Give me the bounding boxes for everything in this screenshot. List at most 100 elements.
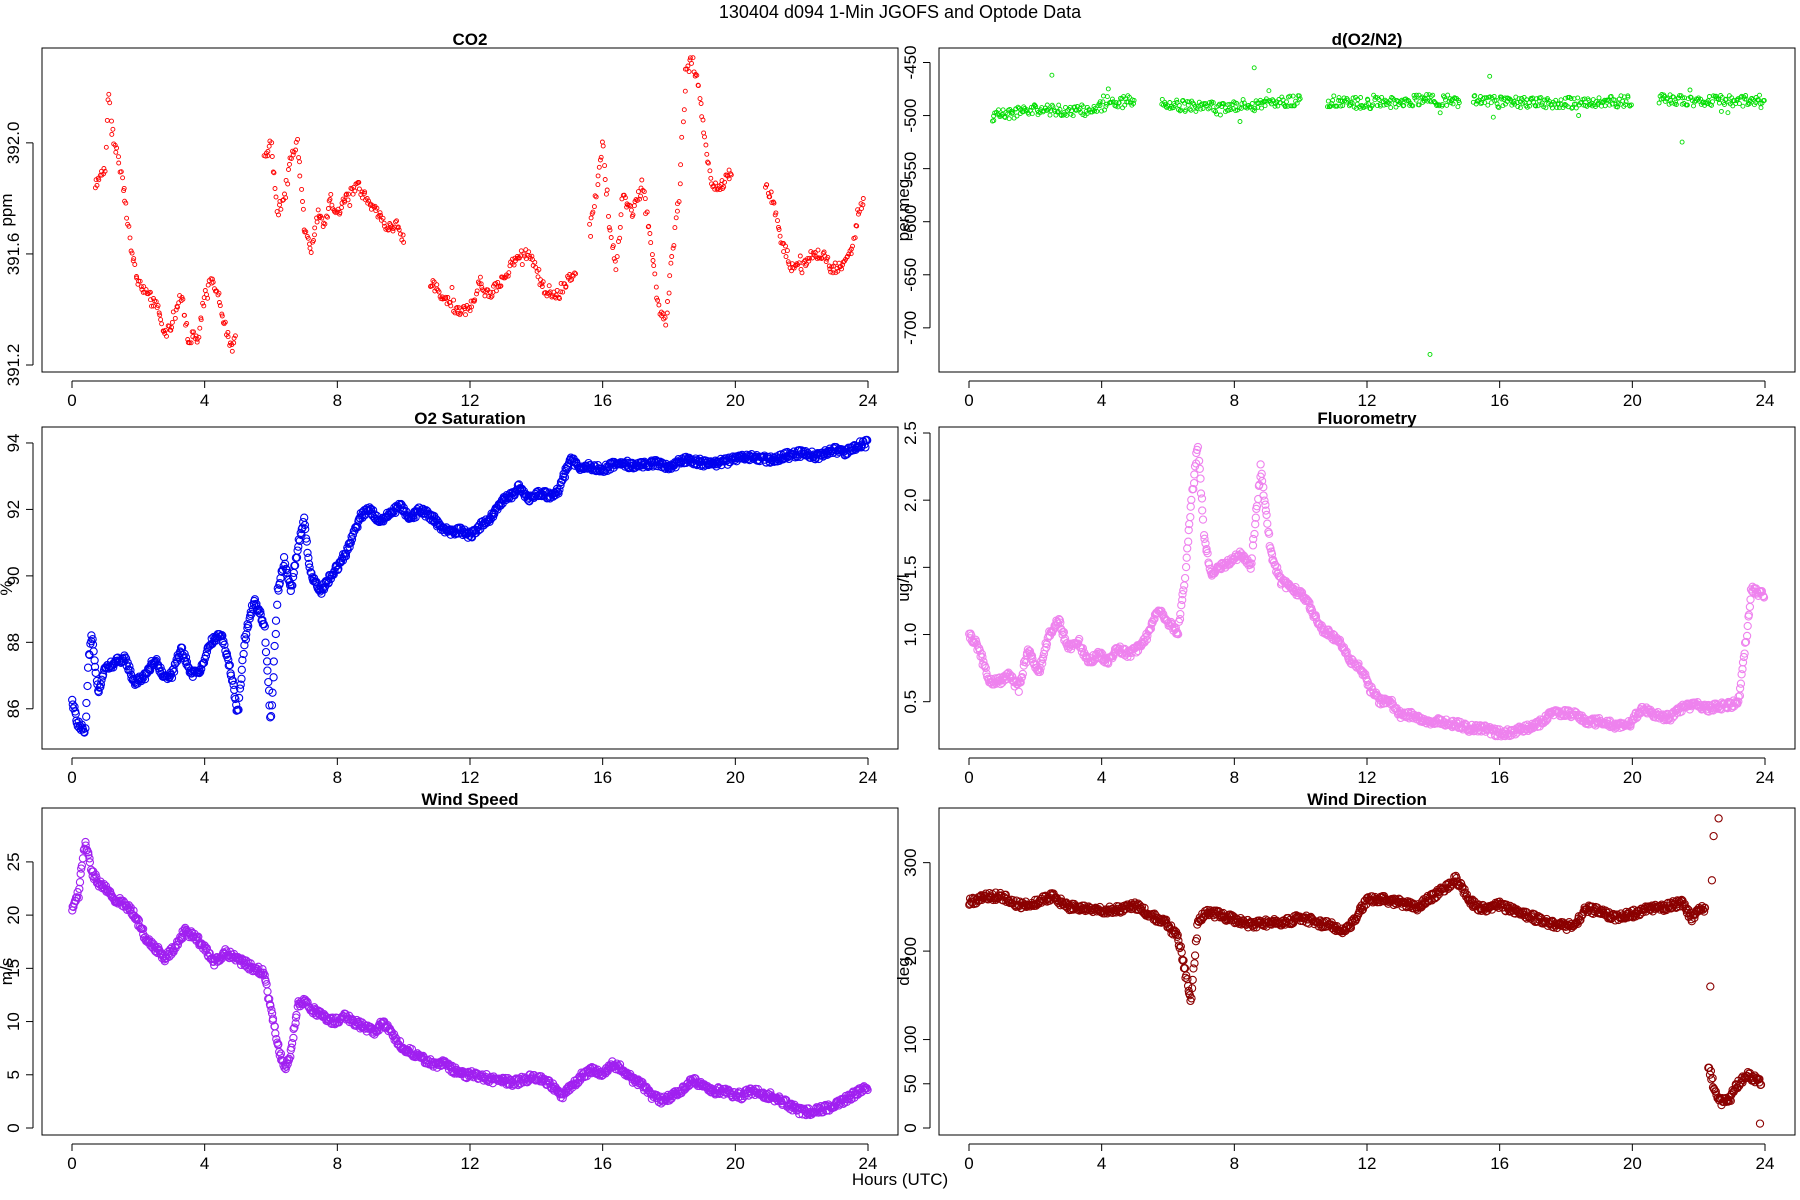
- d-o2-n2-point: [1345, 97, 1351, 103]
- d-o2-n2-point: [1722, 102, 1727, 107]
- co2-point: [598, 154, 604, 160]
- co2-point: [229, 348, 235, 354]
- fluorometry-point: [1180, 581, 1189, 590]
- d-o2-n2-point: [1252, 105, 1258, 111]
- d-o2-n2-point: [1671, 94, 1677, 100]
- d-o2-n2-point: [1623, 99, 1629, 105]
- o2-saturation-y-tick-label: 94: [4, 434, 23, 453]
- d-o2-n2-point: [1167, 100, 1173, 105]
- o2-saturation-point: [88, 635, 97, 644]
- co2-point: [670, 245, 676, 251]
- d-o2-n2-point: [1673, 99, 1679, 105]
- d-o2-n2-point: [1519, 96, 1525, 101]
- co2-point: [808, 249, 814, 255]
- co2-x-tick-label: 8: [333, 391, 342, 410]
- d-o2-n2-point: [1725, 110, 1731, 116]
- d-o2-n2-point: [1368, 106, 1373, 112]
- d-o2-n2-point: [1176, 102, 1182, 108]
- co2-point: [630, 212, 636, 218]
- co2-point: [131, 256, 137, 262]
- co2-y-tick-label: 391.2: [4, 344, 23, 387]
- d-o2-n2-y-tick-label: -450: [901, 45, 920, 79]
- d-o2-n2-point: [1159, 96, 1165, 102]
- co2-point: [705, 160, 711, 166]
- d-o2-n2-point: [1349, 100, 1355, 106]
- co2-point: [217, 303, 223, 309]
- d-o2-n2-point: [1596, 95, 1602, 101]
- d-o2-n2-point: [1262, 103, 1268, 109]
- co2-point: [106, 91, 112, 97]
- d-o2-n2-point: [1687, 87, 1693, 93]
- wind-speed-x-tick-label: 4: [200, 1154, 209, 1173]
- d-o2-n2-x-tick-label: 12: [1358, 391, 1377, 410]
- co2-point: [519, 262, 525, 268]
- co2-point: [453, 305, 459, 311]
- d-o2-n2-point: [1279, 94, 1285, 100]
- d-o2-n2-point: [1354, 101, 1360, 107]
- wind-direction-x-tick-label: 20: [1623, 1154, 1642, 1173]
- co2-point: [854, 223, 860, 229]
- d-o2-n2-point: [1723, 96, 1729, 102]
- d-o2-n2-point: [1456, 100, 1462, 106]
- co2-point: [828, 269, 834, 275]
- o2-saturation-point: [261, 638, 270, 647]
- co2-point: [621, 192, 627, 198]
- co2-point: [830, 270, 836, 276]
- co2-point: [319, 215, 325, 221]
- co2-point: [614, 254, 620, 260]
- d-o2-n2-point: [1485, 102, 1491, 108]
- fluorometry-point: [1176, 609, 1185, 619]
- co2-point: [271, 170, 277, 176]
- d-o2-n2-point: [1014, 113, 1020, 119]
- fluorometry-point: [1262, 510, 1271, 520]
- co2-point: [665, 299, 670, 304]
- d-o2-n2-point: [1370, 102, 1376, 108]
- co2-point: [662, 315, 668, 321]
- co2-point: [149, 303, 154, 309]
- d-o2-n2-x-tick-label: 20: [1623, 391, 1642, 410]
- d-o2-n2-point: [1424, 92, 1430, 98]
- d-o2-n2-y-tick-label: -700: [901, 311, 920, 345]
- co2-point: [266, 143, 272, 149]
- co2-point: [722, 179, 728, 185]
- d-o2-n2-x-tick-label: 24: [1756, 391, 1775, 410]
- co2-point: [649, 252, 655, 258]
- fluorometry-x-tick-label: 4: [1097, 768, 1106, 787]
- d-o2-n2-point: [1608, 93, 1614, 99]
- co2-point: [648, 240, 654, 246]
- d-o2-n2-point: [1200, 106, 1206, 111]
- co2-point: [639, 177, 645, 183]
- co2-point: [603, 191, 609, 197]
- co2-point: [618, 212, 624, 218]
- fluorometry-x-tick-label: 24: [1756, 768, 1775, 787]
- co2-point: [452, 310, 458, 316]
- co2-point: [590, 209, 596, 215]
- co2-point: [805, 256, 811, 262]
- co2-point: [400, 232, 406, 238]
- co2-point: [362, 189, 368, 195]
- co2-point: [689, 60, 694, 66]
- co2-point: [685, 63, 691, 69]
- co2-point: [486, 294, 492, 299]
- co2-x-tick-label: 20: [726, 391, 745, 410]
- d-o2-n2-point: [1260, 99, 1266, 105]
- d-o2-n2-point: [1099, 108, 1104, 114]
- co2-point: [763, 184, 768, 190]
- co2-point: [482, 293, 488, 299]
- co2-point: [852, 235, 858, 241]
- d-o2-n2-point: [1691, 103, 1696, 109]
- co2-point: [728, 172, 734, 178]
- co2-point: [776, 227, 782, 232]
- co2-point: [777, 233, 783, 239]
- co2-point: [332, 209, 338, 215]
- co2-point: [445, 295, 451, 300]
- d-o2-n2-point: [1757, 92, 1762, 98]
- wind-speed-x-tick-label: 16: [593, 1154, 612, 1173]
- co2-point: [701, 130, 707, 136]
- co2-point: [325, 206, 331, 211]
- co2-point: [588, 215, 594, 221]
- d-o2-n2-point: [1496, 105, 1502, 111]
- co2-point: [651, 263, 657, 269]
- o2-saturation-point: [89, 647, 98, 656]
